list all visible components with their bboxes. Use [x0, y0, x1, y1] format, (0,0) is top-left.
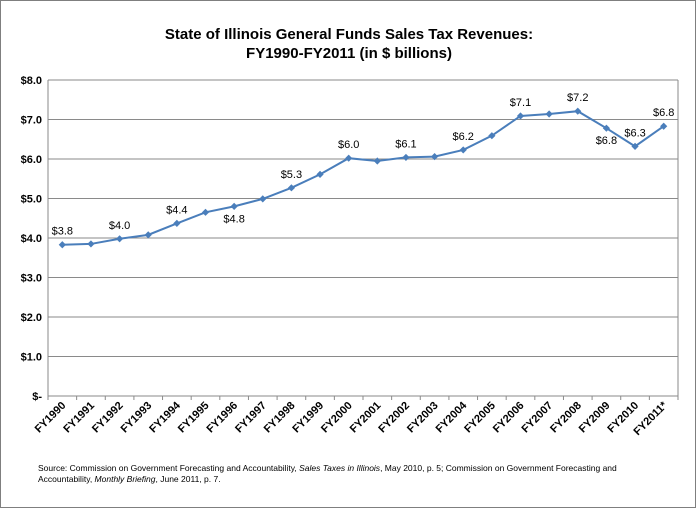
- data-point: [402, 153, 410, 162]
- source-suffix: , June 2011, p. 7.: [155, 474, 221, 484]
- axes: [47, 79, 679, 400]
- y-tick-label: $7.0: [21, 115, 42, 127]
- data-label: $7.2: [567, 92, 588, 104]
- data-label: $6.8: [653, 107, 674, 119]
- data-point: [430, 153, 439, 161]
- data-point: [201, 208, 210, 216]
- data-point: [545, 110, 553, 118]
- data-point: [230, 202, 238, 210]
- y-tick-label: $-: [32, 391, 42, 403]
- chart-title-line-2: FY1990-FY2011 (in $ billions): [246, 45, 452, 62]
- data-point: [373, 157, 381, 165]
- data-label: $5.3: [281, 169, 302, 181]
- data-point: [345, 154, 353, 162]
- data-label: $6.3: [624, 127, 645, 139]
- y-tick-label: $4.0: [21, 233, 42, 245]
- data-label: $3.8: [52, 226, 73, 238]
- data-label: $4.4: [166, 204, 187, 216]
- data-label: $4.0: [109, 220, 130, 232]
- gridlines: [48, 79, 678, 357]
- data-labels: $3.8 $4.0 $4.4 $4.8 $5.3 $6.0 $6.1 $6.2 $7.1 $7.2…: [52, 92, 675, 238]
- data-label: $6.2: [453, 131, 474, 143]
- data-point: [660, 122, 668, 130]
- data-label: $6.0: [338, 139, 359, 151]
- data-point: [58, 241, 66, 249]
- data-point: [574, 107, 582, 115]
- source-note: Source: Commission on Government Forecas…: [38, 463, 638, 485]
- source-title-2: Monthly Briefing: [94, 474, 156, 484]
- data-label: $7.1: [510, 97, 531, 109]
- series-line-path: [62, 110, 665, 246]
- data-point: [488, 132, 496, 140]
- data-point: [516, 112, 525, 120]
- y-tick-label: $6.0: [21, 154, 42, 166]
- data-point: [115, 235, 124, 243]
- y-tick-label: $3.0: [21, 273, 42, 285]
- data-point: [602, 124, 611, 132]
- y-tick-label: $2.0: [21, 312, 42, 324]
- data-point: [173, 219, 181, 227]
- source-middle: , May 2010, p. 5; Commission on Governme…: [38, 463, 617, 484]
- data-point: [144, 231, 152, 239]
- chart-title-line-1: State of Illinois General Funds Sales Ta…: [165, 26, 533, 43]
- data-label: $6.8: [596, 135, 617, 147]
- data-point: [287, 184, 296, 192]
- data-point: [459, 146, 467, 154]
- data-label: $6.1: [395, 138, 416, 150]
- data-point: [316, 170, 324, 179]
- data-point: [259, 195, 267, 203]
- series-line: [58, 107, 668, 249]
- y-tick-label: $8.0: [21, 75, 42, 87]
- data-point: [87, 240, 95, 248]
- data-label: $4.8: [223, 213, 244, 225]
- data-point: [631, 142, 639, 150]
- x-tick-labels: FY1990FY1991FY1992FY1993FY1994FY1995FY19…: [33, 399, 671, 438]
- source-prefix: Source: Commission on Government Forecas…: [38, 463, 300, 473]
- source-title-1: Sales Taxes in Illinois: [299, 463, 381, 473]
- y-tick-label: $1.0: [21, 352, 42, 364]
- y-tick-label: $5.0: [21, 194, 42, 206]
- y-tick-labels: $- $1.0 $2.0 $3.0 $4.0 $5.0 $6.0 $7.0 $8.0: [21, 75, 43, 403]
